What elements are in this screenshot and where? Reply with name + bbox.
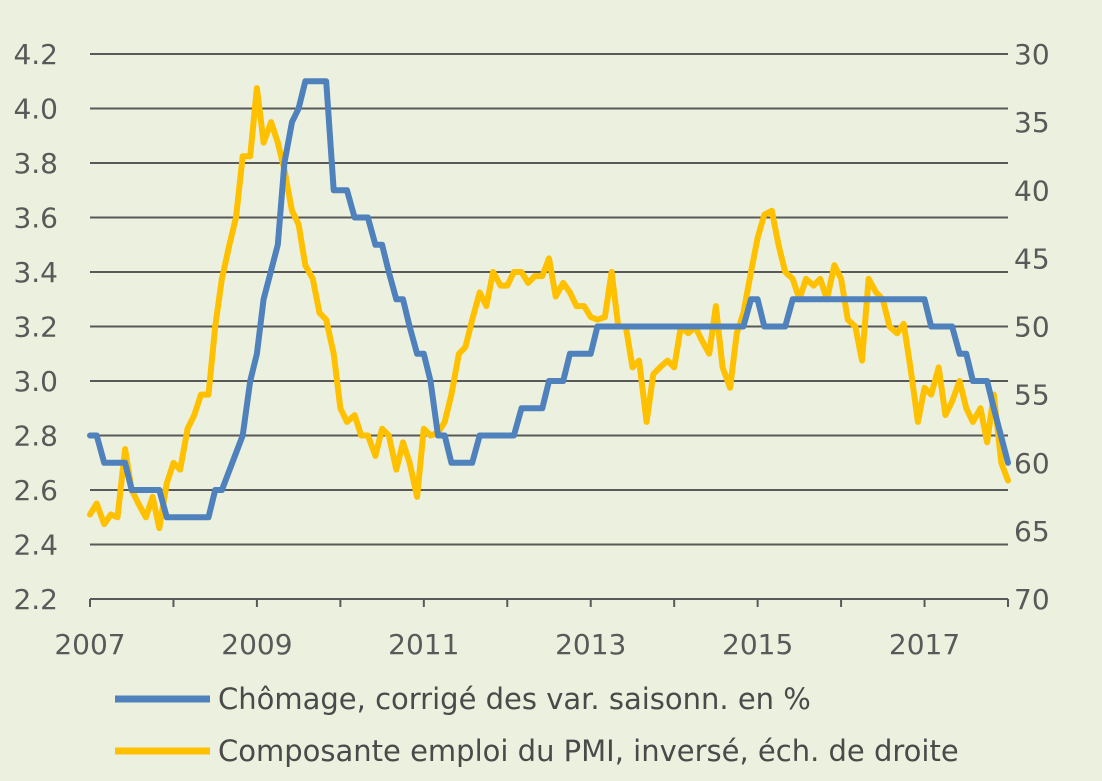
y-left-tick-label: 2.6 (13, 474, 58, 507)
y-right-tick-label: 45 (1014, 242, 1050, 275)
y-left-tick-label: 2.4 (13, 529, 58, 562)
series-lines (87, 78, 1011, 532)
x-tick-label: 2007 (54, 628, 125, 661)
y-left-tick-label: 4.0 (13, 93, 58, 126)
y-left-tick-label: 3.4 (13, 256, 58, 289)
y-right-tick-label: 65 (1014, 515, 1050, 548)
y-left-tick-label: 3.8 (13, 147, 58, 180)
y-right-tick-label: 70 (1014, 583, 1050, 616)
x-tick-label: 2017 (889, 628, 960, 661)
y-right-tick-label: 40 (1014, 174, 1050, 207)
legend: Chômage, corrigé des var. saisonn. en % … (115, 682, 959, 768)
legend-label-unemployment: Chômage, corrigé des var. saisonn. en % (218, 682, 811, 716)
x-axis-ticks (89, 599, 1009, 607)
y-axis-left-labels: 2.2 2.4 2.6 2.8 3.0 3.2 3.4 3.6 3.8 4.0 4.2 (13, 38, 58, 616)
x-axis-labels: 2007 2009 2011 2013 2015 2017 (54, 628, 960, 661)
y-right-tick-label: 30 (1014, 38, 1050, 71)
y-right-tick-label: 55 (1014, 379, 1050, 412)
y-left-tick-label: 3.2 (13, 311, 58, 344)
y-right-tick-label: 35 (1014, 106, 1050, 139)
y-axis-right-labels: 70 65 60 55 50 45 40 35 30 (1014, 38, 1050, 616)
y-left-tick-label: 2.2 (13, 583, 58, 616)
y-left-tick-label: 4.2 (13, 38, 58, 71)
y-left-tick-label: 2.8 (13, 420, 58, 453)
y-left-tick-label: 3.6 (13, 202, 58, 235)
series-line-unemployment (87, 78, 1011, 521)
y-right-tick-label: 50 (1014, 311, 1050, 344)
y-right-tick-label: 60 (1014, 447, 1050, 480)
x-tick-label: 2013 (555, 628, 626, 661)
x-tick-label: 2011 (388, 628, 459, 661)
x-tick-label: 2015 (722, 628, 793, 661)
legend-label-pmi: Composante emploi du PMI, inversé, éch. … (218, 734, 959, 768)
series-line-pmi-employment (87, 85, 1011, 532)
x-tick-label: 2009 (221, 628, 292, 661)
y-left-tick-label: 3.0 (13, 365, 58, 398)
